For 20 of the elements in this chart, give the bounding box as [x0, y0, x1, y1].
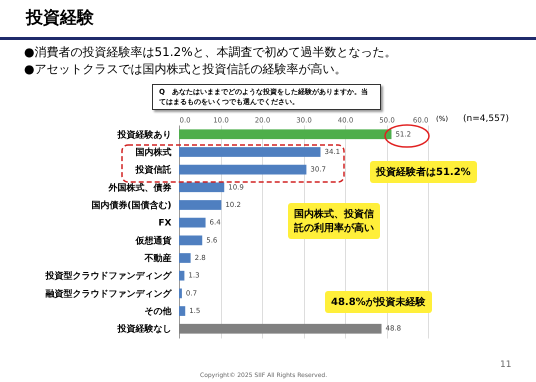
- y-tick-label: その他: [144, 306, 172, 318]
- chart-title: 投資経験: [26, 7, 94, 29]
- y-tick-label: FX: [158, 218, 172, 229]
- annotation: 投資経験者は51.2%: [370, 161, 477, 183]
- y-tick-label: 不動産: [144, 253, 172, 264]
- annotation: 国内株式、投資信託の利用率が高い: [288, 203, 380, 239]
- y-tick-label: 国内株式: [136, 146, 172, 158]
- text: (n=4,557): [463, 114, 510, 124]
- y-tick-label: 国内債券(国債含む): [91, 200, 172, 211]
- y-tick-label: 投資型クラウドファンディング: [44, 270, 172, 282]
- y-tick-label: 投資信託: [134, 164, 172, 176]
- y-tick-label: 投資経験あり: [116, 129, 172, 140]
- y-tick-label: 融資型クラウドファンディング: [46, 288, 172, 300]
- y-tick-label: 外国株式、債券: [108, 182, 172, 194]
- y-tick-label: 仮想通貨: [134, 235, 172, 246]
- annotation: 48.8%が投資未経験: [325, 291, 432, 313]
- text: ●アセットクラスでは国内株式と投資信託の経験率が高い。: [24, 61, 346, 78]
- y-tick-label: 投資経験なし: [116, 324, 172, 335]
- text: ●消費者の投資経験率は51.2%と、本調査で初めて過半数となった。: [24, 44, 397, 61]
- text: 11: [500, 360, 512, 370]
